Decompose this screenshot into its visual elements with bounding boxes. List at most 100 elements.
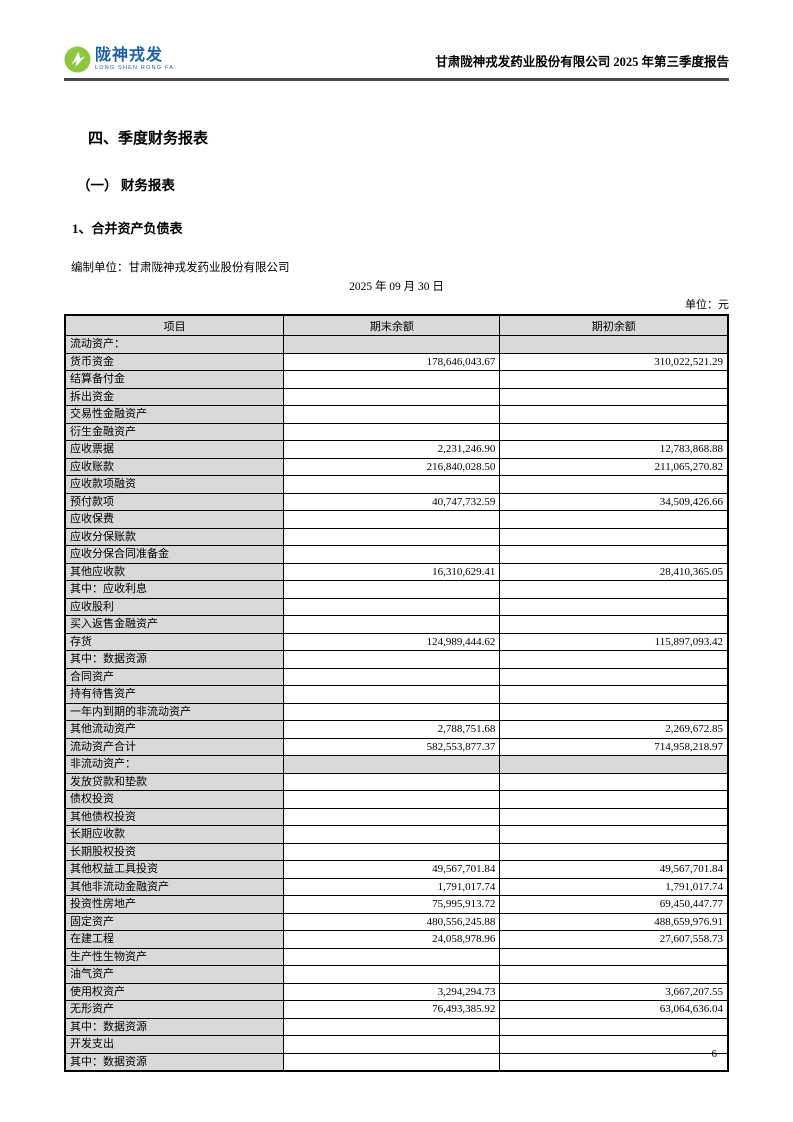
beginning-balance-value: 27,607,558.73 [499,930,729,949]
ending-balance-value [283,755,501,774]
item-label: 长期应收款 [64,825,285,844]
item-label: 其中：数据资源 [64,1017,285,1036]
beginning-balance-value: 2,269,672.85 [499,720,729,739]
balance-sheet-table: 项目 期末余额 期初余额 流动资产： 货币资金 178,646,043.67 310,… [64,314,729,1072]
table-row: 合同资产 [64,667,729,686]
ending-balance-value: 480,556,245.88 [283,912,501,931]
section-heading-consolidated-balance-sheet: 1、合并资产负债表 [72,221,183,236]
table-row: 交易性金融资产 [64,405,729,424]
table-row: 应收保费 [64,510,729,529]
item-label: 结算备付金 [64,370,285,389]
beginning-balance-value [499,667,729,686]
table-row: 长期股权投资 [64,842,729,861]
table-row: 一年内到期的非流动资产 [64,702,729,721]
logo-icon [64,46,91,73]
item-label: 应收保费 [64,510,285,529]
ending-balance-value [283,1035,501,1054]
table-row: 其他流动资产 2,788,751.68 2,269,672.85 [64,720,729,739]
table-row: 长期应收款 [64,825,729,844]
ending-balance-value: 216,840,028.50 [283,457,501,476]
table-row: 预付款项 40,747,732.59 34,509,426.66 [64,492,729,511]
table-row: 投资性房地产 75,995,913.72 69,450,447.77 [64,895,729,914]
logo-brand-subtitle: LONG SHEN RONG FA [95,64,175,71]
table-header-row: 项目 期末余额 期初余额 [64,314,729,336]
prepared-by-line: 编制单位：甘肃陇神戎发药业股份有限公司 [71,262,290,274]
table-row: 应收分保合同准备金 [64,545,729,564]
table-row: 流动资产合计 582,553,877.37 714,958,218.97 [64,737,729,756]
section-row: 流动资产： [64,335,729,354]
ending-balance-value [283,370,501,389]
ending-balance-value [283,545,501,564]
item-label: 应收分保账款 [64,527,285,546]
item-label: 开发支出 [64,1035,285,1054]
item-label: 其他非流动金融资产 [64,877,285,896]
table-row: 其他应收款 16,310,629.41 28,410,365.05 [64,562,729,581]
table-row: 生产性生物资产 [64,947,729,966]
table-row: 应收款项融资 [64,475,729,494]
item-label: 其他流动资产 [64,720,285,739]
item-label: 其他权益工具投资 [64,860,285,879]
ending-balance-value [283,807,501,826]
ending-balance-value [283,510,501,529]
item-label: 衍生金融资产 [64,422,285,441]
ending-balance-value: 75,995,913.72 [283,895,501,914]
report-title: 甘肃陇神戎发药业股份有限公司 2025 年第三季度报告 [435,55,729,69]
ending-balance-value: 24,058,978.96 [283,930,501,949]
beginning-balance-value [499,405,729,424]
table-row: 其他债权投资 [64,807,729,826]
ending-balance-value [283,597,501,616]
page-number: 6 [711,1048,718,1060]
beginning-balance-value: 69,450,447.77 [499,895,729,914]
ending-balance-value: 582,553,877.37 [283,737,501,756]
beginning-balance-value [499,370,729,389]
beginning-balance-value [499,387,729,406]
beginning-balance-value: 34,509,426.66 [499,492,729,511]
item-label: 存货 [64,632,285,651]
table-row: 存货 124,989,444.62 115,897,093.42 [64,632,729,651]
unit-label: 单位：元 [685,299,729,311]
item-label: 拆出资金 [64,387,285,406]
item-label: 流动资产： [64,335,285,354]
table-row: 其他权益工具投资 49,567,701.84 49,567,701.84 [64,860,729,879]
beginning-balance-value [499,335,729,354]
beginning-balance-value [499,825,729,844]
table-row: 固定资产 480,556,245.88 488,659,976.91 [64,912,729,931]
ending-balance-value [283,947,501,966]
table-row: 债权投资 [64,790,729,809]
beginning-balance-value [499,1017,729,1036]
logo-brand-name: 陇神戎发 [95,46,164,64]
beginning-balance-value [499,790,729,809]
ending-balance-value [283,772,501,791]
table-row: 应收分保账款 [64,527,729,546]
table-row: 油气资产 [64,965,729,984]
beginning-balance-value [499,597,729,616]
ending-balance-value: 124,989,444.62 [283,632,501,651]
beginning-balance-value: 211,065,270.82 [499,457,729,476]
item-label: 其中：应收利息 [64,580,285,599]
table-row: 应收票据 2,231,246.90 12,783,868.88 [64,440,729,459]
item-label: 生产性生物资产 [64,947,285,966]
ending-balance-value [283,702,501,721]
statement-date: 2025 年 09 月 30 日 [349,281,444,293]
column-header-beginning-balance: 期初余额 [499,314,729,336]
ending-balance-value [283,387,501,406]
ending-balance-value [283,790,501,809]
item-label: 应收账款 [64,457,285,476]
ending-balance-value: 16,310,629.41 [283,562,501,581]
table-body: 流动资产： 货币资金 178,646,043.67 310,022,521.29 结算备… [64,335,729,1072]
item-label: 应收分保合同准备金 [64,545,285,564]
beginning-balance-value: 115,897,093.42 [499,632,729,651]
ending-balance-value: 3,294,294.73 [283,982,501,1001]
beginning-balance-value [499,1035,729,1054]
table-row: 持有待售资产 [64,685,729,704]
item-label: 发放贷款和垫款 [64,772,285,791]
ending-balance-value [283,580,501,599]
beginning-balance-value: 714,958,218.97 [499,737,729,756]
beginning-balance-value [499,580,729,599]
beginning-balance-value [499,527,729,546]
item-label: 预付款项 [64,492,285,511]
logo-text: 陇神戎发 LONG SHEN RONG FA [95,46,175,72]
item-label: 合同资产 [64,667,285,686]
beginning-balance-value: 12,783,868.88 [499,440,729,459]
table-row: 无形资产 76,493,385.92 63,064,636.04 [64,1000,729,1019]
